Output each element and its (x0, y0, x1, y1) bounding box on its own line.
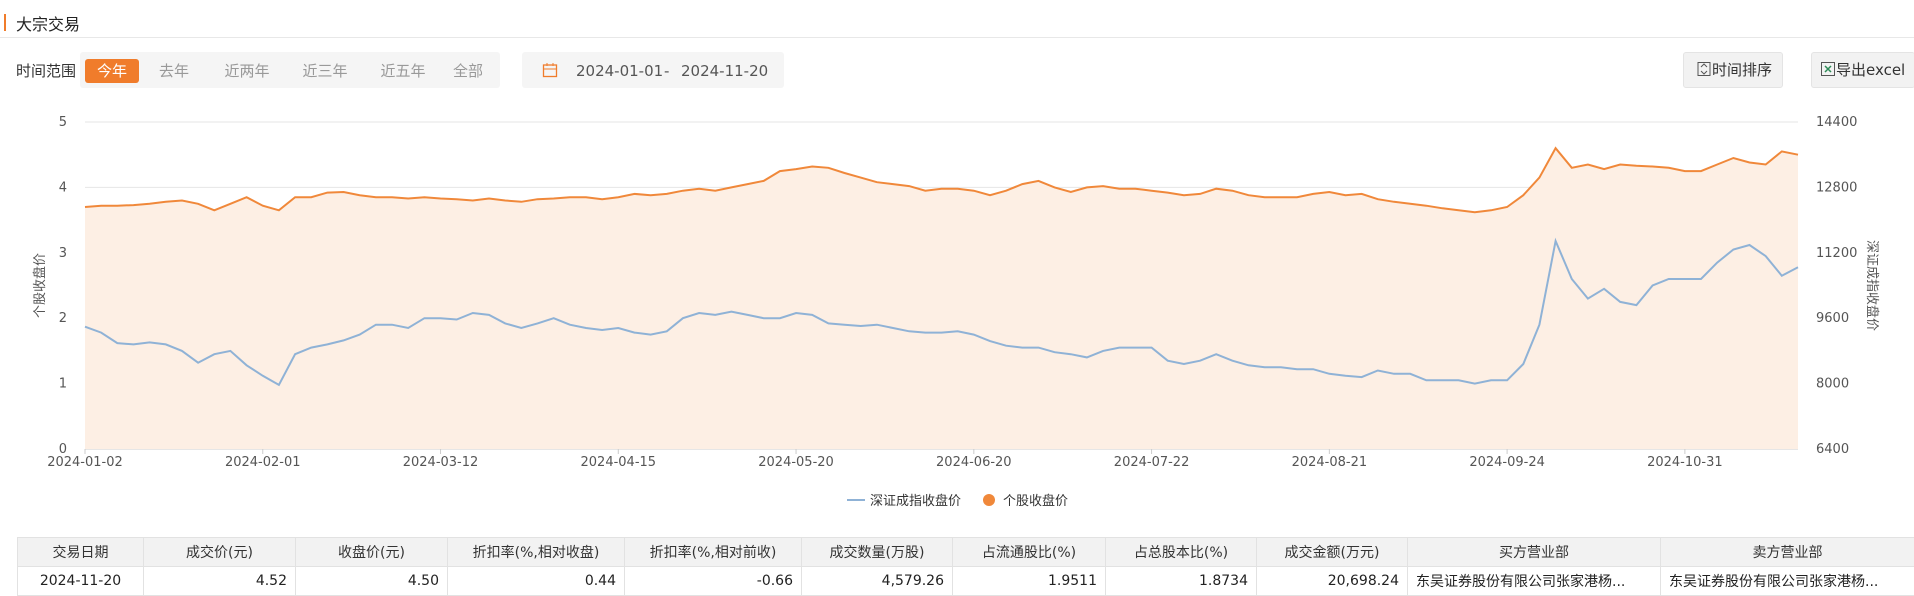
column-header: 折扣率(%,相对前收) (625, 538, 802, 567)
series-area (85, 148, 1798, 449)
y2-tick-label: 14400 (1816, 115, 1857, 130)
y2-tick-label: 11200 (1816, 246, 1857, 261)
column-header: 占总股本比(%) (1106, 538, 1257, 567)
column-header: 买方营业部 (1408, 538, 1661, 567)
cell: 1.8734 (1106, 567, 1257, 596)
column-header: 交易日期 (18, 538, 144, 567)
cell: 0.44 (448, 567, 625, 596)
y2-tick-label: 6400 (1816, 442, 1849, 457)
column-header: 成交数量(万股) (802, 538, 953, 567)
column-header: 卖方营业部 (1661, 538, 1914, 567)
cell: 1.9511 (953, 567, 1106, 596)
cell: 4.50 (296, 567, 448, 596)
x-tick-label: 2024-02-01 (225, 455, 301, 470)
x-tick-label: 2024-05-20 (758, 455, 834, 470)
trade-table: 交易日期成交价(元)收盘价(元)折扣率(%,相对收盘)折扣率(%,相对前收)成交… (17, 537, 1914, 596)
chart: 012345640080009600112001280014400个股收盘价深证… (0, 0, 1914, 520)
header-row: 交易日期成交价(元)收盘价(元)折扣率(%,相对收盘)折扣率(%,相对前收)成交… (18, 538, 1914, 567)
y2-axis-title: 深证成指收盘价 (1864, 240, 1880, 331)
legend-label: 深证成指收盘价 (870, 493, 961, 509)
column-header: 占流通股比(%) (953, 538, 1106, 567)
y-tick-label: 1 (59, 377, 67, 392)
cell: 东吴证券股份有限公司张家港杨... (1661, 567, 1914, 596)
cell: 4.52 (144, 567, 296, 596)
cell: -0.66 (625, 567, 802, 596)
y-tick-label: 5 (59, 115, 67, 130)
x-tick-label: 2024-07-22 (1114, 455, 1190, 470)
x-tick-label: 2024-04-15 (581, 455, 657, 470)
cell: 东吴证券股份有限公司张家港杨... (1408, 567, 1661, 596)
x-tick-label: 2024-09-24 (1469, 455, 1545, 470)
y-tick-label: 2 (59, 311, 67, 326)
column-header: 成交价(元) (144, 538, 296, 567)
y-tick-label: 4 (59, 180, 67, 195)
legend-symbol (983, 494, 995, 506)
y2-tick-label: 12800 (1816, 180, 1857, 195)
x-tick-label: 2024-01-02 (47, 455, 123, 470)
column-header: 折扣率(%,相对收盘) (448, 538, 625, 567)
cell: 4,579.26 (802, 567, 953, 596)
column-header: 成交金额(万元) (1257, 538, 1408, 567)
x-tick-label: 2024-08-21 (1292, 455, 1368, 470)
legend-label: 个股收盘价 (1003, 493, 1068, 509)
x-tick-label: 2024-03-12 (403, 455, 479, 470)
y2-tick-label: 9600 (1816, 311, 1849, 326)
x-tick-label: 2024-06-20 (936, 455, 1012, 470)
y-axis-title: 个股收盘价 (32, 253, 48, 318)
y-tick-label: 3 (59, 246, 67, 261)
x-tick-label: 2024-10-31 (1647, 455, 1723, 470)
cell: 20,698.24 (1257, 567, 1408, 596)
column-header: 收盘价(元) (296, 538, 448, 567)
cell: 2024-11-20 (18, 567, 144, 596)
y2-tick-label: 8000 (1816, 377, 1849, 392)
